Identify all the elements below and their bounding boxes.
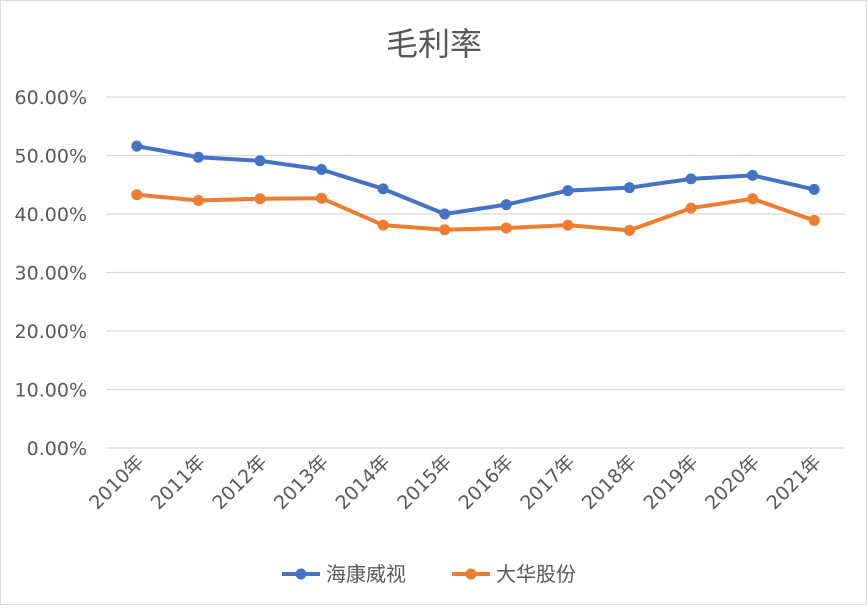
x-tick-label: 2010年 (85, 451, 148, 514)
data-point (623, 182, 635, 194)
data-point (562, 185, 574, 197)
y-tick-label: 60.00% (15, 87, 87, 109)
data-point (685, 202, 697, 214)
x-tick-label: 2012年 (208, 451, 271, 514)
data-point (500, 222, 512, 234)
x-tick-label: 2019年 (639, 451, 702, 514)
data-point (377, 183, 389, 195)
data-point (192, 151, 204, 163)
data-point (439, 224, 451, 236)
data-point (808, 214, 820, 226)
series-1 (131, 140, 820, 220)
legend-item: 大华股份 (452, 562, 576, 586)
y-tick-label: 40.00% (15, 204, 87, 226)
x-tick-label: 2015年 (393, 451, 456, 514)
y-tick-label: 30.00% (15, 263, 87, 285)
legend-marker (465, 568, 477, 580)
chart-title: 毛利率 (386, 25, 482, 63)
series-2 (131, 189, 820, 236)
x-tick-label: 2013年 (270, 451, 333, 514)
data-point (439, 208, 451, 220)
x-tick-label: 2016年 (455, 451, 518, 514)
data-point (500, 199, 512, 211)
x-tick-label: 2011年 (147, 451, 210, 514)
data-point (808, 183, 820, 195)
series-line (136, 144, 815, 216)
data-point (747, 193, 759, 205)
data-point (747, 169, 759, 181)
y-tick-label: 10.00% (15, 380, 87, 402)
data-point (131, 189, 143, 201)
x-tick-label: 2021年 (763, 451, 826, 514)
legend-item: 海康威视 (282, 562, 406, 586)
x-tick-label: 2020年 (701, 451, 764, 514)
legend-marker (295, 568, 307, 580)
x-tick-label: 2014年 (331, 451, 394, 514)
data-point (562, 219, 574, 231)
y-tick-label: 20.00% (15, 321, 87, 343)
legend-label: 大华股份 (496, 562, 576, 586)
series-line (136, 192, 815, 233)
y-tick-label: 0.00% (27, 438, 87, 460)
data-point (623, 224, 635, 236)
data-point (254, 193, 266, 205)
data-point (254, 155, 266, 167)
data-point (316, 192, 328, 204)
y-tick-label: 50.00% (15, 146, 87, 168)
legend-label: 海康威视 (326, 562, 406, 586)
data-point (131, 140, 143, 152)
x-tick-label: 2018年 (578, 451, 641, 514)
data-point (377, 219, 389, 231)
data-point (316, 164, 328, 176)
x-tick-label: 2017年 (516, 451, 579, 514)
data-point (685, 173, 697, 185)
data-point (192, 195, 204, 207)
